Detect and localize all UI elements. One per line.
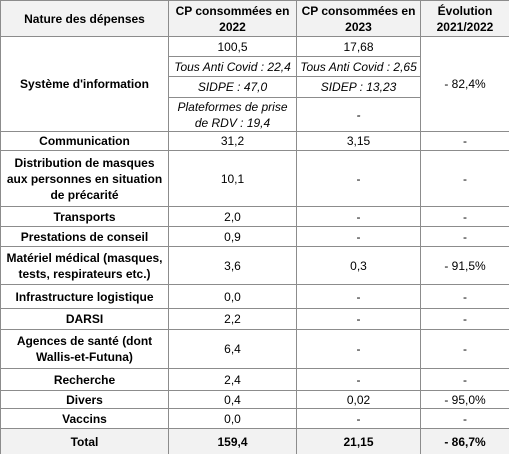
cell: - — [420, 206, 509, 227]
table-row: Total 159,4 21,15- 86,7% — [0, 428, 509, 454]
cell: - — [420, 284, 509, 309]
cell: - — [296, 308, 421, 330]
cell: - — [420, 226, 509, 247]
cell: Tous Anti Covid : 22,4 — [168, 56, 297, 77]
cell: Tous Anti Covid : 2,65 — [296, 56, 421, 77]
header-cell: Évolution 2021/2022 — [420, 0, 509, 37]
row-label: Infrastructure logistique — [0, 284, 169, 309]
cell: - 95,0% — [420, 390, 509, 409]
cell: 0,0 — [168, 408, 297, 429]
cell: 0,4 — [168, 390, 297, 409]
cell: - — [296, 206, 421, 227]
cell: - — [296, 97, 421, 132]
cell: 10,1 — [168, 150, 297, 207]
cell: 2,4 — [168, 368, 297, 391]
cell: - — [296, 329, 421, 369]
row-label: Transports — [0, 206, 169, 227]
cell: 3,6 — [168, 246, 297, 285]
cell: 100,5 — [168, 36, 297, 57]
cell: 2,2 — [168, 308, 297, 330]
cell: 3,15 — [296, 131, 421, 151]
table-row: DARSI 2,2- - — [0, 308, 509, 330]
cell: - — [296, 368, 421, 391]
cell: 17,68 — [296, 36, 421, 57]
cell: - — [296, 408, 421, 429]
row-label: DARSI — [0, 308, 169, 330]
header-cell: Nature des dépenses — [0, 0, 169, 37]
cell: 0,02 — [296, 390, 421, 409]
cell: - — [420, 329, 509, 369]
table-row: Divers 0,4 0,02- 95,0% — [0, 390, 509, 409]
row-label: Prestations de conseil — [0, 226, 169, 247]
cell: 6,4 — [168, 329, 297, 369]
table-row: Système d'information 100,5 17,68- 82,4% — [0, 36, 509, 132]
table-row: Agences de santé (dont Wallis-et-Futuna)… — [0, 329, 509, 369]
row-label: Recherche — [0, 368, 169, 391]
row-label: Matériel médical (masques, tests, respir… — [0, 246, 169, 285]
cell: 0,3 — [296, 246, 421, 285]
cell: - — [296, 284, 421, 309]
cell: - — [296, 226, 421, 247]
cell: 2,0 — [168, 206, 297, 227]
cell: - — [420, 308, 509, 330]
table-row: Vaccins 0,0- - — [0, 408, 509, 429]
table-row: Transports 2,0- - — [0, 206, 509, 227]
header-cell: CP consommées en 2023 — [296, 0, 421, 37]
table-row: Matériel médical (masques, tests, respir… — [0, 246, 509, 285]
cell: - — [420, 368, 509, 391]
cell: - — [296, 150, 421, 207]
cell: - 91,5% — [420, 246, 509, 285]
cell: - — [420, 150, 509, 207]
cell: Plateformes de prise de RDV : 19,4 — [168, 97, 297, 132]
cell: SIDEP : 13,23 — [296, 76, 421, 98]
table-row: Communication 31,2 3,15- — [0, 131, 509, 151]
row-label: Agences de santé (dont Wallis-et-Futuna) — [0, 329, 169, 369]
table-row: Infrastructure logistique 0,0- - — [0, 284, 509, 309]
table-row: Nature des dépenses CP consommées en 2022… — [0, 0, 509, 37]
cell: - — [420, 408, 509, 429]
row-label: Vaccins — [0, 408, 169, 429]
row-label: Communication — [0, 131, 169, 151]
table-row: Plateformes de prise de RDV : 19,4- — [1, 97, 509, 132]
row-label: Système d'information — [0, 36, 169, 132]
table-row: Distribution de masques aux personnes en… — [0, 150, 509, 207]
cell: - — [420, 131, 509, 151]
cell: 0,0 — [168, 284, 297, 309]
table-row: Recherche 2,4- - — [0, 368, 509, 391]
row-label: Divers — [0, 390, 169, 409]
total-cell: 21,15 — [296, 428, 421, 454]
cell: - 82,4% — [420, 36, 509, 132]
cell: SIDPE : 47,0 — [168, 76, 297, 98]
total-cell: - 86,7% — [420, 428, 509, 454]
table-row: Prestations de conseil 0,9- - — [0, 226, 509, 247]
cell: 31,2 — [168, 131, 297, 151]
header-cell: CP consommées en 2022 — [168, 0, 297, 37]
row-label: Distribution de masques aux personnes en… — [0, 150, 169, 207]
total-label: Total — [0, 428, 169, 454]
cell: 0,9 — [168, 226, 297, 247]
total-cell: 159,4 — [168, 428, 297, 454]
